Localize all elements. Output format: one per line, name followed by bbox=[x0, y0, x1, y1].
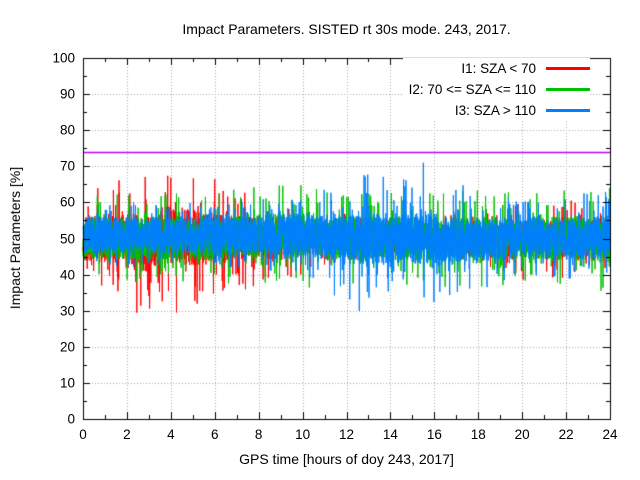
x-tick-label: 2 bbox=[123, 427, 131, 442]
legend-label: I1: SZA < 70 bbox=[461, 61, 536, 76]
y-tick-label: 10 bbox=[59, 375, 75, 391]
legend-line-swatch bbox=[546, 88, 590, 91]
x-tick-label: 10 bbox=[295, 427, 311, 442]
legend-item: I1: SZA < 70 bbox=[409, 58, 590, 79]
x-tick-label: 22 bbox=[558, 427, 574, 442]
legend-item: I3: SZA > 110 bbox=[409, 100, 590, 121]
x-tick-label: 16 bbox=[426, 427, 442, 442]
y-tick-label: 80 bbox=[59, 122, 75, 138]
legend-line-swatch bbox=[546, 109, 590, 112]
x-axis-label: GPS time [hours of doy 243, 2017] bbox=[239, 451, 454, 467]
legend-item: I2: 70 <= SZA <= 110 bbox=[409, 79, 590, 100]
y-tick-label: 70 bbox=[59, 158, 75, 174]
legend-label: I3: SZA > 110 bbox=[454, 103, 536, 118]
x-tick-label: 20 bbox=[514, 427, 530, 442]
x-tick-label: 8 bbox=[254, 427, 263, 442]
x-tick-label: 14 bbox=[382, 427, 398, 442]
y-tick-label: 40 bbox=[59, 267, 75, 283]
y-tick-label: 20 bbox=[59, 339, 75, 355]
x-tick-label: 4 bbox=[167, 427, 175, 442]
y-tick-label: 90 bbox=[59, 86, 75, 102]
y-tick-label: 100 bbox=[52, 50, 75, 66]
y-axis-label: Impact Parameters [%] bbox=[7, 166, 23, 310]
chart-title: Impact Parameters. SISTED rt 30s mode. 2… bbox=[182, 21, 511, 37]
x-tick-label: 18 bbox=[470, 427, 486, 442]
y-tick-label: 30 bbox=[59, 303, 75, 319]
legend-label: I2: 70 <= SZA <= 110 bbox=[408, 82, 536, 97]
x-tick-label: 0 bbox=[79, 427, 87, 442]
legend-line-swatch bbox=[546, 67, 590, 70]
x-tick-label: 6 bbox=[210, 427, 219, 442]
x-tick-label: 12 bbox=[338, 427, 355, 442]
y-tick-label: 50 bbox=[59, 231, 75, 246]
y-tick-label: 0 bbox=[67, 411, 75, 427]
legend: I1: SZA < 70 I2: 70 <= SZA <= 110 I3: SZA … bbox=[402, 58, 590, 121]
y-tick-label: 60 bbox=[59, 194, 75, 210]
x-tick-label: 24 bbox=[602, 427, 618, 442]
